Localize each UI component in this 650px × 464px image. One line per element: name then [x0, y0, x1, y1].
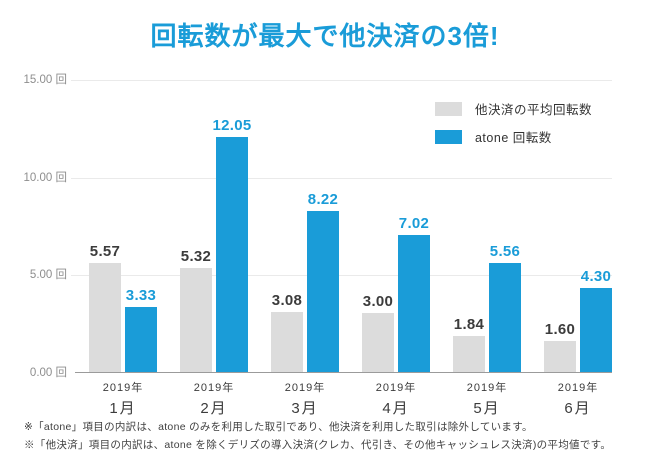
bar-column: 3.08 — [271, 292, 303, 372]
bar-other-payments — [271, 311, 303, 372]
bar-other-payments — [89, 263, 121, 372]
bar-atone — [307, 211, 339, 372]
bar-group: 1.60 4.30 2019年 6月 — [544, 268, 612, 417]
bar-column: 3.33 — [125, 287, 157, 372]
x-axis-month-label: 4月 — [382, 400, 410, 417]
y-axis-tick-label: 10.00 回 — [23, 171, 67, 184]
x-axis-month-label: 1月 — [109, 400, 137, 417]
x-axis-label: 2019年 5月 — [467, 379, 507, 418]
legend-item-other-payments: 他決済の平均回転数 — [434, 99, 592, 118]
x-axis-label: 2019年 6月 — [558, 379, 598, 418]
footnote-other-payments: ※「他決済」項目の内訳は、atone を除くデリズの導入決済(クレカ、代引き、そ… — [24, 439, 612, 451]
bar-column: 7.02 — [398, 215, 430, 372]
x-axis-year-label: 2019年 — [102, 382, 144, 394]
bar-column: 5.32 — [180, 248, 212, 372]
bar-groups: 5.57 3.33 2019年 1月 5.32 12.05 2019年 2月 3.08 8.22 2… — [89, 80, 612, 417]
y-axis-tick-label: 15.00 回 — [23, 74, 67, 86]
legend-swatch-gray — [434, 101, 462, 116]
bar-group: 5.57 3.33 2019年 1月 — [89, 243, 157, 417]
bar-column: 12.05 — [212, 117, 251, 372]
bar-column: 5.57 — [89, 243, 121, 372]
bar-value-label: 1.60 — [544, 320, 576, 338]
x-axis-month-label: 3月 — [291, 400, 319, 417]
bar-column: 5.56 — [489, 243, 521, 372]
plot-area: 0.00 回 5.00 回 10.00 回 15.00 回 5.57 3.33 2019年… — [24, 74, 612, 417]
bar-other-payments — [362, 313, 394, 372]
bar-column: 1.60 — [544, 321, 576, 372]
bar-column: 3.00 — [362, 293, 394, 372]
x-axis-year-label: 2019年 — [284, 382, 326, 394]
x-axis-year-label: 2019年 — [193, 382, 235, 394]
legend-swatch-blue — [434, 129, 462, 144]
bar-value-label: 5.32 — [180, 248, 212, 266]
x-axis-month-label: 2月 — [200, 400, 228, 417]
footnotes: ※「atone」項目の内訳は、atone のみを利用した取引であり、他決済を利用… — [24, 420, 640, 456]
bar-group: 3.00 7.02 2019年 4月 — [362, 215, 430, 417]
bar-other-payments — [544, 340, 576, 372]
grid-line — [71, 80, 612, 81]
bar-value-label: 3.00 — [362, 293, 394, 311]
bar-value-label: 3.08 — [271, 291, 303, 309]
bar-other-payments — [453, 336, 485, 372]
bar-other-payments — [180, 268, 212, 372]
legend-label-other-payments: 他決済の平均回転数 — [474, 103, 592, 117]
bar-group: 3.08 8.22 2019年 3月 — [271, 191, 339, 417]
y-axis-tick-label: 0.00 回 — [29, 367, 67, 379]
x-axis-label: 2019年 1月 — [103, 379, 143, 418]
bar-value-label: 5.57 — [89, 243, 121, 261]
x-axis-label: 2019年 3月 — [285, 379, 325, 418]
bar-column: 8.22 — [307, 191, 339, 372]
x-axis-month-label: 6月 — [564, 400, 592, 417]
footnote-atone: ※「atone」項目の内訳は、atone のみを利用した取引であり、他決済を利用… — [24, 421, 533, 433]
bar-value-label: 4.30 — [580, 268, 612, 286]
x-axis-month-label: 5月 — [473, 400, 501, 417]
x-axis-label: 2019年 2月 — [194, 379, 234, 418]
y-axis-tick-label: 5.00 回 — [29, 269, 67, 282]
grid-line — [71, 177, 612, 179]
bar-column: 1.84 — [453, 316, 485, 372]
bar-atone — [580, 288, 612, 372]
bar-atone — [216, 136, 248, 372]
bar-value-label: 5.56 — [489, 243, 521, 261]
bar-value-label: 1.84 — [453, 316, 485, 334]
bar-value-label: 8.22 — [307, 191, 339, 209]
legend-label-atone: atone 回転数 — [474, 131, 552, 145]
grid-line — [71, 275, 612, 277]
bar-group: 1.84 5.56 2019年 5月 — [453, 243, 521, 417]
bar-value-label: 7.02 — [398, 214, 430, 232]
chart-title: 回転数が最大で他決済の3倍! — [150, 21, 500, 51]
legend: 他決済の平均回転数 atone 回転数 — [434, 99, 592, 155]
bar-atone — [489, 263, 521, 372]
bar-column: 4.30 — [580, 268, 612, 372]
bar-value-label: 3.33 — [125, 286, 157, 304]
bar-value-label: 12.05 — [212, 116, 252, 134]
bar-atone — [398, 234, 430, 372]
x-axis-year-label: 2019年 — [466, 382, 508, 394]
x-axis-year-label: 2019年 — [557, 382, 599, 394]
x-axis-year-label: 2019年 — [375, 382, 417, 394]
bar-group: 5.32 12.05 2019年 2月 — [180, 117, 251, 417]
legend-item-atone: atone 回転数 — [434, 127, 592, 146]
bar-atone — [125, 306, 157, 372]
x-axis-label: 2019年 4月 — [376, 379, 416, 418]
